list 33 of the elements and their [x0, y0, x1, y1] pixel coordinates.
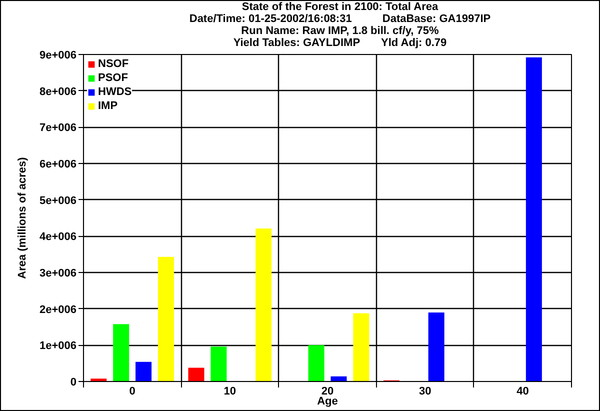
- x-tick-label: 30: [418, 386, 432, 398]
- x-tick-label: 20: [321, 386, 334, 398]
- y-axis-title: Area (millions of acres): [16, 156, 28, 279]
- x-tick-label: 10: [224, 386, 236, 398]
- y-tick-label: 6e+006: [39, 158, 77, 170]
- bar: [256, 228, 272, 382]
- bar: [210, 346, 227, 382]
- legend-label: HWDS: [98, 86, 132, 98]
- y-tick-label: 9e+006: [39, 50, 77, 62]
- bar: [353, 313, 370, 382]
- legend-label: NSOF: [98, 58, 129, 70]
- x-tick-label: 40: [516, 386, 529, 398]
- bar: [308, 345, 324, 382]
- bar: [136, 362, 152, 382]
- bar: [188, 368, 204, 382]
- x-axis-title: Age: [317, 396, 338, 408]
- y-tick-label: 8e+006: [39, 86, 77, 98]
- bar: [428, 312, 444, 382]
- legend-label: PSOF: [98, 72, 128, 84]
- legend-label: IMP: [98, 100, 118, 112]
- bar: [526, 57, 542, 382]
- y-tick-label: 5e+006: [39, 194, 77, 207]
- y-tick-label: 0: [70, 376, 77, 388]
- bar: [113, 324, 130, 382]
- y-tick-label: 2e+006: [39, 304, 77, 316]
- chart-subtitle: Date/Time: 01-25-2002/16:08:31 DataBase: GA1997IP Run Name: Raw IMP, 1.8 bill. cf/y, 75% Yield Tables: GAYLDIMP Yld Adj: 0.79: [189, 13, 491, 49]
- bar: [158, 256, 174, 382]
- y-tick-label: 4e+006: [39, 231, 77, 244]
- chart-title: State of the Forest in 2100: Total Area: [240, 1, 440, 13]
- y-tick-label: 3e+006: [39, 268, 77, 280]
- x-tick-label: 0: [129, 386, 136, 398]
- y-tick-label: 1e+006: [39, 340, 77, 352]
- y-tick-label: 7e+006: [39, 122, 77, 134]
